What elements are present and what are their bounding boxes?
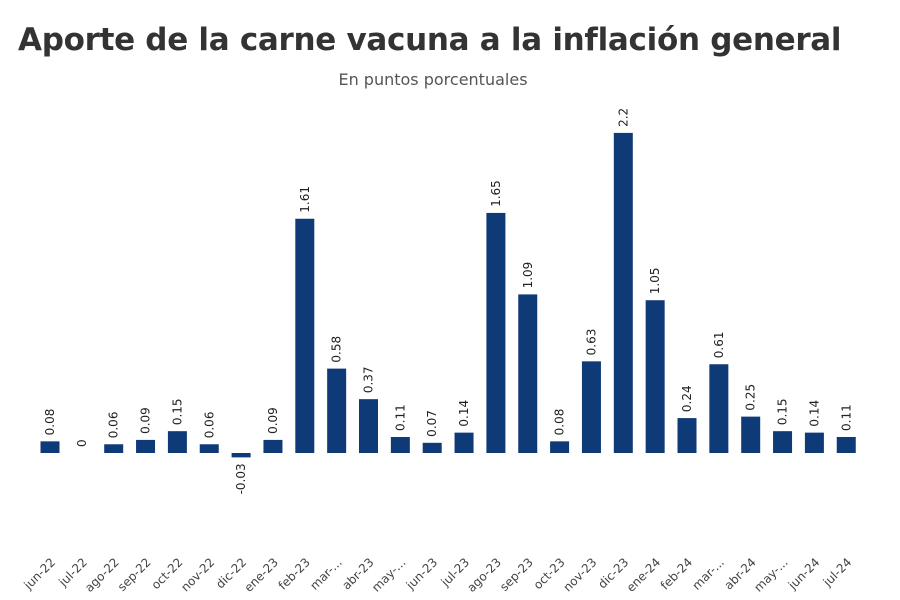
chart-subtitle: En puntos porcentuales (338, 70, 528, 89)
x-tick-label: ago-22 (82, 555, 122, 595)
bar-may-... (390, 436, 410, 453)
value-label: 0.63 (584, 329, 598, 356)
value-label: 0 (75, 439, 89, 447)
bar-jul-24 (836, 436, 856, 453)
value-label: -0.03 (234, 463, 248, 494)
value-label: 1.61 (298, 186, 312, 213)
bar-ago-23 (486, 212, 506, 453)
bar-feb-24 (677, 418, 697, 453)
value-label: 0.14 (807, 400, 821, 427)
bar-may-... (773, 431, 793, 453)
bar-sep-22 (136, 439, 156, 453)
value-label: 0.09 (139, 407, 153, 434)
bar-oct-22 (167, 431, 187, 453)
value-label: 0.11 (393, 404, 407, 431)
x-tick-label: feb-23 (276, 555, 313, 592)
x-tick-label: may-... (369, 555, 408, 594)
x-tick-label: nov-22 (178, 555, 217, 594)
x-tick-label: jul-24 (820, 555, 855, 590)
value-label: 0.24 (680, 385, 694, 412)
value-label: 0.15 (776, 398, 790, 425)
value-label: 0.14 (457, 400, 471, 427)
bar-jun-22 (40, 441, 60, 453)
value-label: 0.08 (43, 409, 57, 436)
value-label: 0.08 (553, 409, 567, 436)
value-label: 0.58 (330, 336, 344, 363)
value-label: 0.06 (107, 412, 121, 439)
bar-mar-... (709, 364, 729, 453)
value-label: 1.09 (521, 262, 535, 289)
x-tick-label: jun-23 (403, 555, 441, 593)
value-label: 2.2 (616, 108, 630, 127)
value-label: 0.61 (712, 332, 726, 359)
x-tick-label: ago-23 (464, 555, 504, 595)
x-tick-label: jun-24 (785, 555, 823, 593)
bar-sep-23 (518, 294, 538, 453)
bar-mar-... (327, 368, 347, 453)
bar-jun-24 (804, 432, 824, 453)
bar-abr-23 (359, 399, 378, 453)
x-tick-label: feb-24 (658, 555, 695, 592)
x-tick-label: mar-... (307, 555, 344, 592)
bar-jul-23 (454, 432, 474, 453)
bar-abr-24 (741, 416, 761, 453)
bar-ago-22 (104, 444, 124, 453)
chart-title: Aporte de la carne vacuna a la inflación… (18, 22, 842, 58)
x-tick-label: mar-... (690, 555, 727, 592)
x-tick-label: sep-22 (115, 555, 154, 594)
value-label: 0.25 (744, 384, 758, 411)
bar-oct-23 (550, 441, 570, 453)
bar-ene-23 (263, 439, 283, 453)
bar-feb-23 (295, 218, 315, 453)
value-label: 0.09 (266, 407, 280, 434)
value-label: 1.05 (648, 268, 662, 295)
value-label: 0.37 (362, 366, 376, 393)
bar-nov-22 (199, 444, 219, 453)
value-label: 0.11 (839, 404, 853, 431)
value-label: 0.07 (425, 410, 439, 437)
value-label: 0.06 (202, 412, 216, 439)
x-tick-label: sep-23 (497, 555, 536, 594)
x-tick-label: ene-23 (241, 555, 281, 595)
bar-jun-23 (422, 442, 442, 453)
x-tick-label: jun-22 (21, 555, 59, 593)
value-label: 1.65 (489, 180, 503, 207)
value-label: 0.15 (170, 398, 184, 425)
x-tick-label: ene-24 (624, 555, 664, 595)
bar-dic-22 (231, 453, 251, 458)
bar-ene-24 (645, 300, 665, 453)
x-tick-label: nov-23 (560, 555, 599, 594)
bar-dic-23 (613, 132, 633, 453)
x-tick-label: may-... (751, 555, 790, 594)
bar-nov-23 (581, 361, 601, 453)
